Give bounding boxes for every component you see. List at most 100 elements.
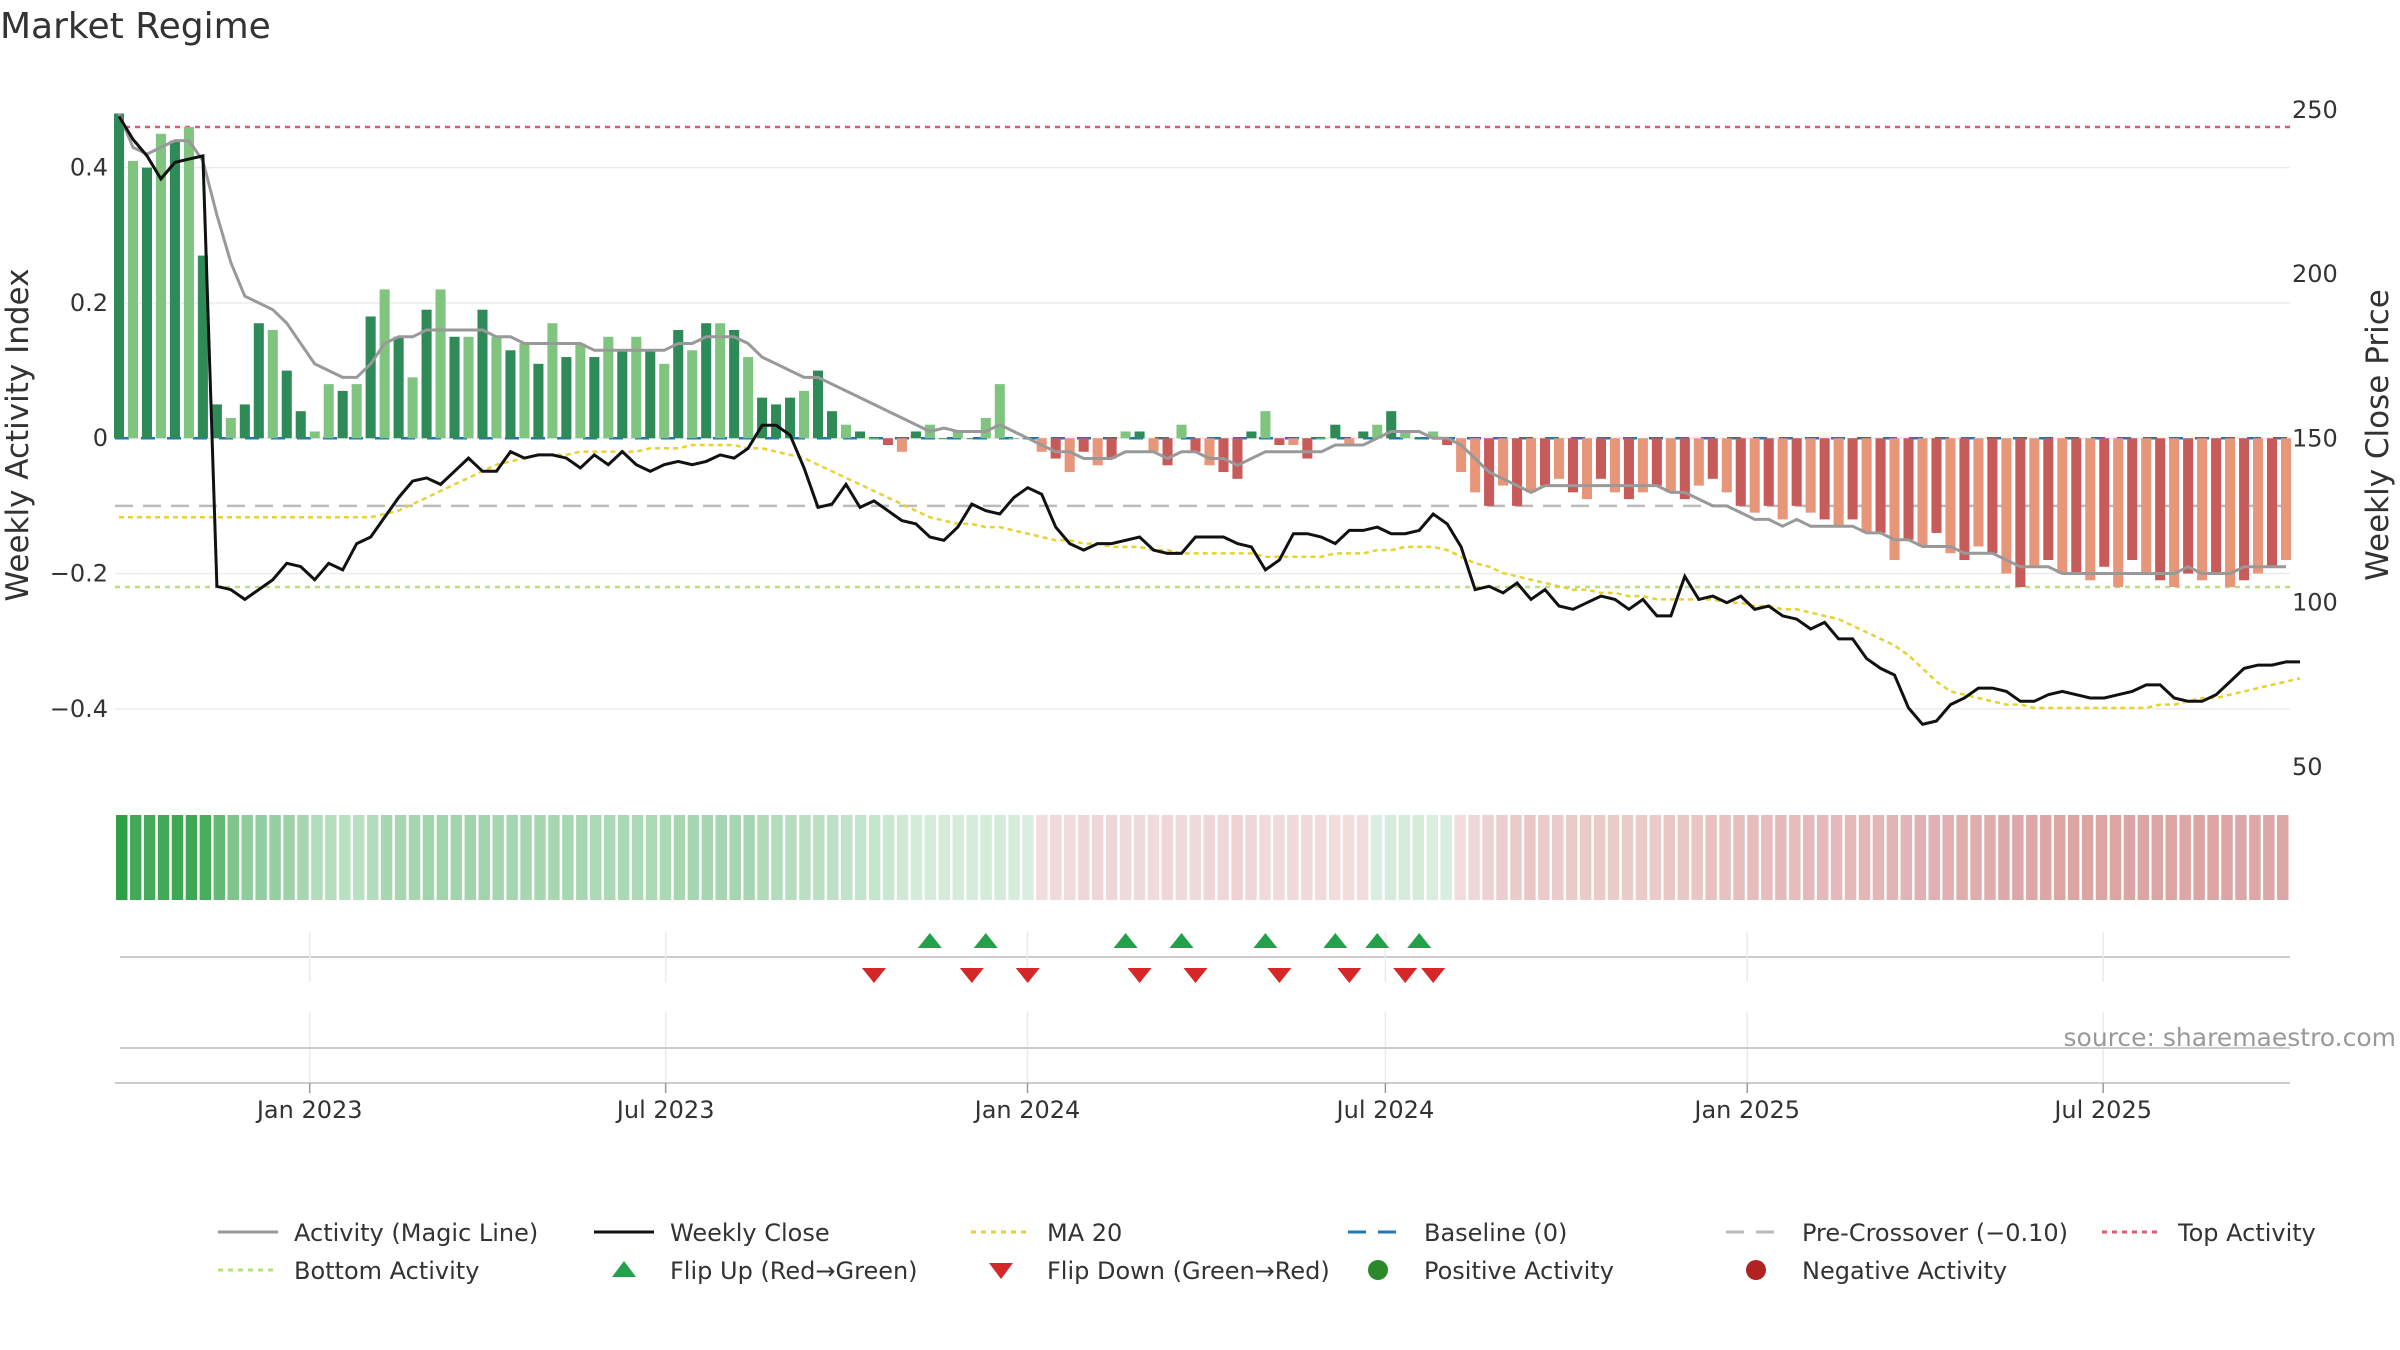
activity-bar bbox=[561, 357, 572, 439]
heat-cell bbox=[213, 815, 226, 900]
flip-down-marker bbox=[861, 968, 886, 983]
heat-cell bbox=[2012, 815, 2024, 900]
legend-label: Negative Activity bbox=[1802, 1257, 2007, 1285]
heat-cell bbox=[2249, 815, 2261, 900]
activity-bar bbox=[1428, 431, 1439, 439]
activity-bar bbox=[1246, 431, 1257, 439]
heat-cell bbox=[813, 815, 825, 900]
activity-bar bbox=[505, 350, 516, 439]
activity-bar bbox=[1749, 438, 1760, 513]
heat-cell bbox=[2207, 815, 2219, 900]
legend-label: Positive Activity bbox=[1424, 1257, 1614, 1285]
heat-cell bbox=[1886, 815, 1899, 900]
activity-bar bbox=[1637, 438, 1648, 493]
activity-bar bbox=[1791, 438, 1802, 506]
heat-cell bbox=[1621, 815, 1634, 900]
activity-bar bbox=[1204, 438, 1215, 466]
activity-bar bbox=[938, 438, 949, 440]
activity-bar bbox=[729, 330, 740, 439]
activity-bar bbox=[2183, 438, 2194, 574]
heat-cell bbox=[1816, 815, 1829, 900]
activity-bar bbox=[281, 370, 292, 439]
heat-cell bbox=[2026, 815, 2038, 900]
activity-bar bbox=[379, 289, 390, 439]
activity-bar bbox=[239, 404, 250, 439]
heat-cell bbox=[938, 815, 951, 900]
heat-cell bbox=[1607, 815, 1620, 900]
heat-cell bbox=[353, 815, 365, 900]
heat-cell bbox=[1844, 815, 1857, 900]
flip-up-marker bbox=[1253, 933, 1278, 948]
activity-bar bbox=[547, 323, 558, 439]
heat-cell bbox=[1942, 815, 1954, 900]
heat-cell bbox=[1370, 815, 1383, 900]
heat-cell bbox=[1579, 815, 1592, 900]
heat-cell bbox=[966, 815, 978, 900]
activity-bar bbox=[2225, 438, 2236, 588]
activity-bar bbox=[1679, 438, 1690, 500]
activity-bar bbox=[868, 438, 879, 440]
right-tick-label: 50 bbox=[2292, 753, 2323, 781]
right-tick-label: 100 bbox=[2292, 589, 2338, 617]
activity-bar bbox=[1735, 438, 1746, 506]
heat-cell bbox=[1552, 815, 1564, 900]
activity-bar bbox=[785, 397, 796, 439]
left-tick-label: 0.2 bbox=[70, 289, 108, 317]
flip-down-marker bbox=[1421, 968, 1446, 983]
heat-cell bbox=[1524, 815, 1536, 900]
activity-bar bbox=[952, 431, 963, 439]
heat-cell bbox=[2095, 815, 2108, 900]
flip-up-marker bbox=[917, 933, 942, 948]
heat-cell bbox=[631, 815, 644, 900]
x-tick-label: Jan 2025 bbox=[1692, 1096, 1800, 1124]
activity-bar bbox=[840, 424, 852, 439]
heat-cell bbox=[1384, 815, 1397, 900]
right-axis-label: Weekly Close Price bbox=[2360, 289, 2396, 581]
heat-cell bbox=[1064, 815, 1076, 900]
activity-bar bbox=[1190, 438, 1201, 452]
heat-cell bbox=[701, 815, 714, 900]
heat-cell bbox=[366, 815, 379, 900]
heat-cell bbox=[297, 815, 309, 900]
legend-swatch bbox=[1368, 1260, 1388, 1280]
activity-bar bbox=[113, 113, 125, 439]
legend-label: Top Activity bbox=[2177, 1219, 2316, 1247]
right-tick-label: 250 bbox=[2292, 96, 2338, 124]
x-tick-label: Jan 2024 bbox=[973, 1096, 1081, 1124]
heat-cell bbox=[1342, 815, 1355, 900]
legend-swatch bbox=[989, 1263, 1013, 1279]
heat-cell bbox=[2137, 815, 2150, 900]
legend-label: Pre-Crossover (−0.10) bbox=[1802, 1219, 2068, 1247]
activity-bar bbox=[1539, 438, 1551, 486]
heat-cell bbox=[617, 815, 630, 900]
activity-bar bbox=[393, 336, 404, 439]
heat-cell bbox=[1036, 815, 1048, 900]
activity-bar bbox=[757, 397, 768, 439]
legend-label: Bottom Activity bbox=[294, 1257, 479, 1285]
flip-up-marker bbox=[1407, 933, 1432, 948]
activity-bar bbox=[351, 384, 362, 439]
heat-cell bbox=[116, 815, 128, 900]
activity-bar bbox=[127, 160, 139, 439]
activity-bar bbox=[1008, 438, 1019, 440]
heat-cell bbox=[1775, 815, 1787, 900]
activity-bar bbox=[2266, 438, 2278, 567]
heat-cell bbox=[1705, 815, 1717, 900]
flip-markers-panel bbox=[120, 932, 2290, 983]
heat-cell bbox=[1161, 815, 1174, 900]
activity-bar bbox=[1973, 438, 1984, 547]
flip-up-marker bbox=[1365, 933, 1390, 948]
heat-cell bbox=[436, 815, 449, 900]
flip-down-marker bbox=[1015, 968, 1040, 983]
activity-bar bbox=[2015, 438, 2026, 588]
heat-cell bbox=[534, 815, 546, 900]
activity-bar bbox=[1498, 438, 1509, 486]
heat-cell bbox=[255, 815, 267, 900]
right-tick-label: 150 bbox=[2292, 424, 2338, 452]
heat-cell bbox=[2263, 815, 2275, 900]
activity-bar bbox=[617, 350, 628, 439]
heat-cell bbox=[1008, 815, 1020, 900]
heat-cell bbox=[1328, 815, 1341, 900]
legend-label: MA 20 bbox=[1047, 1219, 1122, 1247]
activity-bar bbox=[1414, 438, 1425, 440]
